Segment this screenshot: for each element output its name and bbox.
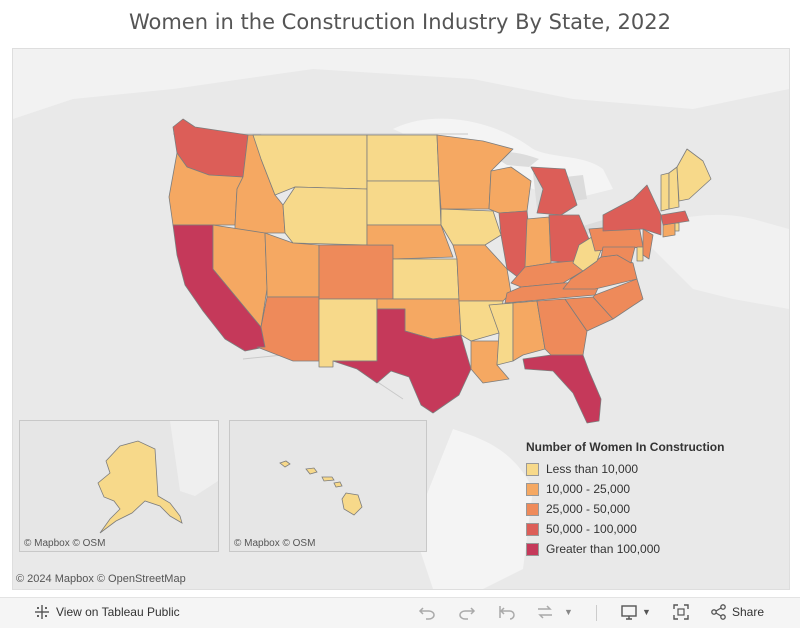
state-MS[interactable] [488, 302, 514, 366]
state-NJ[interactable] [642, 228, 654, 260]
state-NH[interactable] [668, 166, 680, 210]
tableau-toolbar: View on Tableau Public ▼ ▼ Share [0, 597, 800, 628]
chevron-down-icon: ▼ [642, 607, 651, 617]
state-AK [97, 440, 183, 534]
state-WY[interactable] [282, 186, 368, 246]
revert-button[interactable] [498, 604, 516, 620]
state-ND[interactable] [366, 134, 440, 182]
state-MD[interactable] [600, 246, 636, 264]
download-icon [621, 605, 637, 620]
state-CO[interactable] [318, 244, 394, 300]
view-on-tableau-link[interactable]: View on Tableau Public [34, 604, 180, 620]
legend-label: 10,000 - 25,000 [546, 482, 631, 496]
state-FL[interactable] [522, 354, 602, 424]
state-MA[interactable] [660, 210, 690, 226]
undo-button[interactable] [418, 604, 436, 620]
view-on-tableau-label: View on Tableau Public [56, 605, 180, 619]
alaska-inset[interactable]: © Mapbox © OSM [19, 420, 219, 552]
undo-icon [418, 607, 435, 620]
state-AL[interactable] [512, 300, 546, 362]
toolbar-divider [596, 605, 597, 621]
lake-huron [565, 175, 587, 201]
legend-label: 50,000 - 100,000 [546, 522, 637, 536]
state-NC[interactable] [592, 278, 644, 320]
state-TX[interactable] [332, 308, 472, 414]
legend-swatch [526, 522, 539, 536]
legend-item[interactable]: Less than 10,000 [526, 459, 724, 479]
legend-item[interactable]: 10,000 - 25,000 [526, 479, 724, 499]
hawaii-credit: © Mapbox © OSM [234, 538, 316, 549]
fullscreen-button[interactable] [672, 604, 690, 620]
legend-title: Number of Women In Construction [526, 440, 725, 454]
legend-swatch [526, 482, 539, 496]
redo-button[interactable] [458, 604, 476, 620]
legend-swatch [526, 502, 539, 516]
legend-item[interactable]: 25,000 - 50,000 [526, 499, 724, 519]
legend-label: 25,000 - 50,000 [546, 502, 631, 516]
state-RI[interactable] [674, 222, 680, 232]
map-title: Women in the Construction Industry By St… [128, 10, 672, 34]
state-SD[interactable] [366, 180, 442, 226]
legend-item[interactable]: Greater than 100,000 [526, 539, 724, 559]
state-IA[interactable] [440, 208, 502, 246]
refresh-icon [538, 605, 552, 619]
hawaii-map [230, 421, 426, 551]
redo-icon [459, 607, 476, 620]
fullscreen-icon [673, 604, 689, 620]
legend-label: Less than 10,000 [546, 462, 639, 476]
state-VT[interactable] [660, 172, 670, 212]
map-credit: © 2024 Mapbox © OpenStreetMap [16, 573, 186, 585]
legend-label: Greater than 100,000 [546, 542, 661, 556]
state-IN[interactable] [524, 216, 552, 268]
legend-item[interactable]: 50,000 - 100,000 [526, 519, 724, 539]
legend-swatch [526, 542, 539, 556]
hawaii-inset[interactable]: © Mapbox © OSM [229, 420, 427, 552]
state-NY[interactable] [602, 184, 662, 236]
download-button[interactable]: ▼ [620, 604, 651, 620]
share-button[interactable]: Share [710, 604, 764, 620]
state-ME[interactable] [676, 148, 712, 202]
tableau-icon [35, 605, 49, 619]
state-KS[interactable] [392, 258, 460, 300]
legend-swatch [526, 462, 539, 476]
state-HI [279, 460, 363, 516]
state-NV[interactable] [212, 224, 268, 328]
share-icon [711, 604, 726, 620]
share-label: Share [732, 605, 765, 619]
revert-icon [499, 606, 515, 620]
state-NM[interactable] [318, 298, 378, 368]
legend: Number of Women In Construction Less tha… [526, 440, 724, 559]
chevron-down-icon: ▼ [564, 607, 573, 617]
state-DE[interactable] [636, 246, 644, 262]
alaska-map [20, 421, 218, 551]
alaska-credit: © Mapbox © OSM [24, 538, 106, 549]
refresh-button[interactable]: ▼ [536, 604, 573, 620]
